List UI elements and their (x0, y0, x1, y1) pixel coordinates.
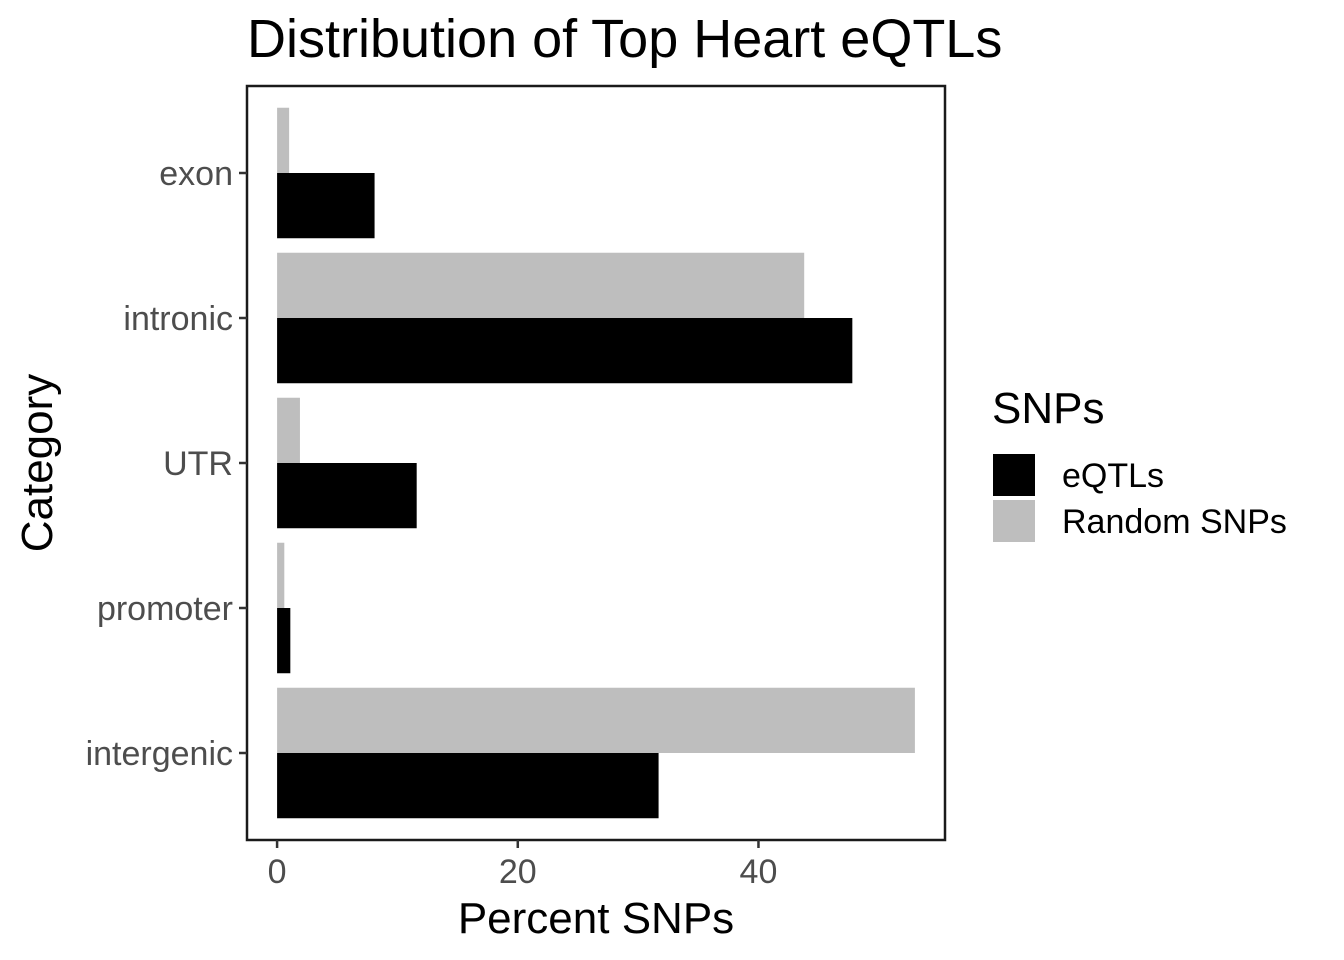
bar-eqtls-promoter (277, 608, 291, 674)
x-tick-label-40: 40 (740, 853, 778, 891)
legend-label-random-snps: Random SNPs (1062, 503, 1287, 541)
bar-random-snps-intronic (277, 252, 805, 318)
y-tick-label-exon: exon (159, 155, 233, 193)
x-axis-title: Percent SNPs (458, 894, 734, 943)
legend-label-eqtls: eQTLs (1062, 457, 1164, 495)
y-axis: exon intronic UTR promoter intergenic (86, 155, 247, 773)
y-tick-label-promoter: promoter (97, 590, 233, 628)
x-axis: 0 20 40 (268, 840, 778, 891)
bar-random-snps-promoter (277, 542, 285, 608)
bar-random-snps-intergenic (277, 687, 915, 753)
bar-eqtls-intergenic (277, 753, 659, 819)
bar-random-snps-exon (277, 107, 290, 173)
chart-title: Distribution of Top Heart eQTLs (247, 9, 1002, 69)
y-tick-label-intronic: intronic (123, 300, 233, 338)
y-tick-label-intergenic: intergenic (86, 735, 233, 773)
x-tick-label-0: 0 (268, 853, 287, 891)
x-tick-label-20: 20 (499, 853, 537, 891)
bar-random-snps-UTR (277, 397, 300, 463)
bar-eqtls-UTR (277, 463, 417, 529)
bars-layer (277, 107, 915, 819)
legend: SNPs eQTLs Random SNPs (992, 384, 1287, 542)
bar-eqtls-intronic (277, 318, 853, 384)
legend-key-random-snps (993, 500, 1035, 542)
legend-title: SNPs (992, 384, 1104, 433)
bar-eqtls-exon (277, 173, 375, 239)
y-axis-title: Category (13, 374, 62, 553)
legend-key-eqtls (993, 454, 1035, 496)
y-tick-label-UTR: UTR (163, 445, 233, 483)
